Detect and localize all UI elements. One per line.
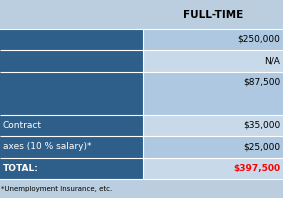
Text: $25,000: $25,000 (243, 142, 280, 151)
Text: $87,500: $87,500 (243, 78, 280, 87)
Text: axes (10 % salary)*: axes (10 % salary)* (3, 142, 91, 151)
Text: *Unemployment Insurance, etc.: *Unemployment Insurance, etc. (1, 186, 113, 192)
Bar (0, 158, 143, 179)
Bar (0, 29, 143, 50)
Text: TOTAL:: TOTAL: (3, 164, 39, 173)
Text: Contract: Contract (3, 121, 42, 130)
Bar (143, 29, 283, 50)
Bar (143, 72, 283, 115)
Bar (143, 50, 283, 72)
Bar (143, 115, 283, 136)
Bar (0, 115, 143, 136)
Bar (0, 72, 143, 115)
Bar (0, 50, 143, 72)
Bar (0, 136, 143, 158)
Text: $397,500: $397,500 (233, 164, 280, 173)
Bar (143, 136, 283, 158)
Bar (143, 0, 283, 29)
Bar (143, 158, 283, 179)
Bar (0, 0, 143, 29)
Text: FULL-TIME: FULL-TIME (183, 10, 243, 20)
Text: $250,000: $250,000 (237, 35, 280, 44)
Text: N/A: N/A (264, 56, 280, 66)
Text: $35,000: $35,000 (243, 121, 280, 130)
